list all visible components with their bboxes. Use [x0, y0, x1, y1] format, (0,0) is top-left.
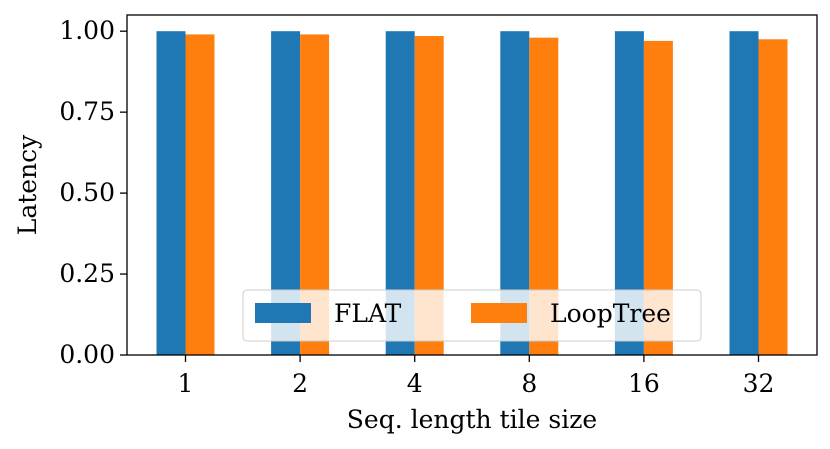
x-tick-label: 32: [743, 369, 775, 398]
y-tick-label: 1.00: [59, 16, 115, 45]
x-tick-label: 1: [178, 369, 194, 398]
y-axis-label: Latency: [13, 134, 42, 235]
legend-label-looptree: LoopTree: [550, 299, 671, 328]
x-tick-label: 16: [628, 369, 660, 398]
x-tick-label: 4: [407, 369, 423, 398]
x-tick-label: 8: [521, 369, 537, 398]
legend-swatch-flat: [255, 303, 311, 323]
legend-swatch-looptree: [471, 303, 527, 323]
y-tick-label: 0.25: [59, 259, 115, 288]
bar-flat-32: [729, 31, 759, 355]
plot-frame: [126, 14, 818, 356]
bar-flat-1: [156, 31, 186, 355]
legend-label-flat: FLAT: [334, 299, 402, 328]
y-axis: 0.00 0.25 0.50 0.75 1.00: [59, 16, 127, 369]
y-tick-label: 0.00: [59, 340, 115, 369]
bar-looptree-1: [185, 34, 215, 356]
bar-looptree-32: [758, 39, 788, 356]
x-axis-label: Seq. length tile size: [347, 405, 597, 434]
x-axis: 1 2 4 8 16 32: [178, 355, 775, 398]
y-tick-label: 0.50: [59, 178, 115, 207]
x-tick-label: 2: [292, 369, 308, 398]
y-tick-label: 0.75: [59, 97, 115, 126]
legend: FLAT LoopTree: [242, 289, 702, 342]
